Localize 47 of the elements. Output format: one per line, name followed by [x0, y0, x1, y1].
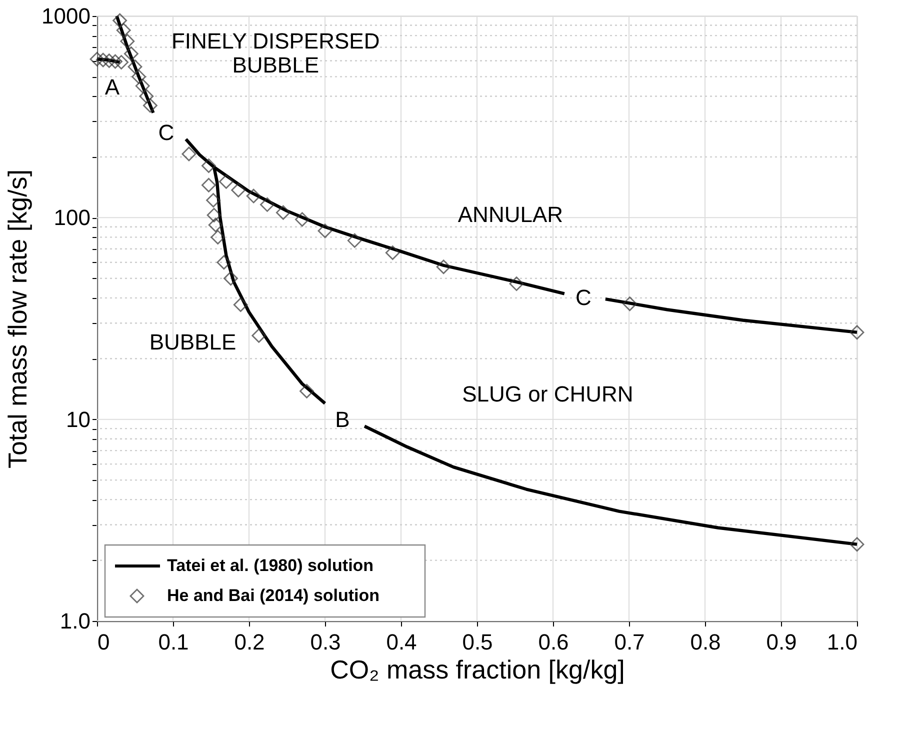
annotation: A	[104, 74, 120, 100]
point	[142, 98, 158, 113]
y-tick-label: 1.0	[60, 608, 90, 634]
x-tick-label: 0.1	[158, 630, 189, 654]
y-tick-label: 10	[66, 406, 90, 432]
legend-label: Tatei et al. (1980) solution	[167, 556, 374, 575]
point	[252, 328, 266, 343]
x-tick-label: 0.2	[234, 630, 265, 654]
x-tick-label: 0.7	[614, 630, 645, 654]
point	[124, 46, 138, 61]
point	[102, 54, 116, 68]
point	[128, 60, 142, 74]
x-tick-label: 1.0	[826, 630, 858, 654]
point	[120, 34, 135, 48]
point	[96, 52, 110, 68]
point	[112, 13, 128, 28]
y-tick-label: 1000	[42, 4, 90, 28]
point	[233, 298, 248, 312]
annotation: B	[335, 407, 350, 432]
point	[850, 325, 864, 340]
annotation: SLUG or CHURN	[462, 382, 634, 407]
x-tick-label: 0.9	[766, 630, 797, 654]
point	[850, 537, 864, 552]
point	[622, 296, 637, 312]
annotation: C	[158, 120, 174, 145]
x-tick-label: 0.3	[310, 630, 341, 654]
point	[114, 54, 129, 70]
y-axis-title: Total mass flow rate [kg/s]	[2, 169, 33, 469]
y-tick-label: 100	[54, 205, 90, 230]
annotation: C	[575, 284, 592, 310]
x-axis-title: CO₂ mass fraction [kg/kg]	[330, 654, 625, 684]
point	[132, 69, 146, 84]
point	[139, 89, 154, 104]
legend-label: He and Bai (2014) solution	[167, 586, 380, 605]
annotation: BUBBLE	[149, 330, 236, 355]
x-tick-label: 0.6	[538, 630, 569, 654]
point	[135, 78, 150, 94]
x-tick-label: 0.4	[386, 630, 417, 654]
point	[90, 52, 104, 66]
point	[116, 23, 131, 38]
point	[108, 54, 122, 69]
x-tick-label: 0.8	[690, 630, 721, 654]
annotation: ANNULAR	[458, 202, 564, 228]
x-tick-label: 0.5	[462, 630, 493, 654]
annotation: FINELY DISPERSED BUBBLE	[171, 28, 380, 78]
point	[300, 384, 314, 398]
x-tick-label: 0	[98, 630, 110, 654]
